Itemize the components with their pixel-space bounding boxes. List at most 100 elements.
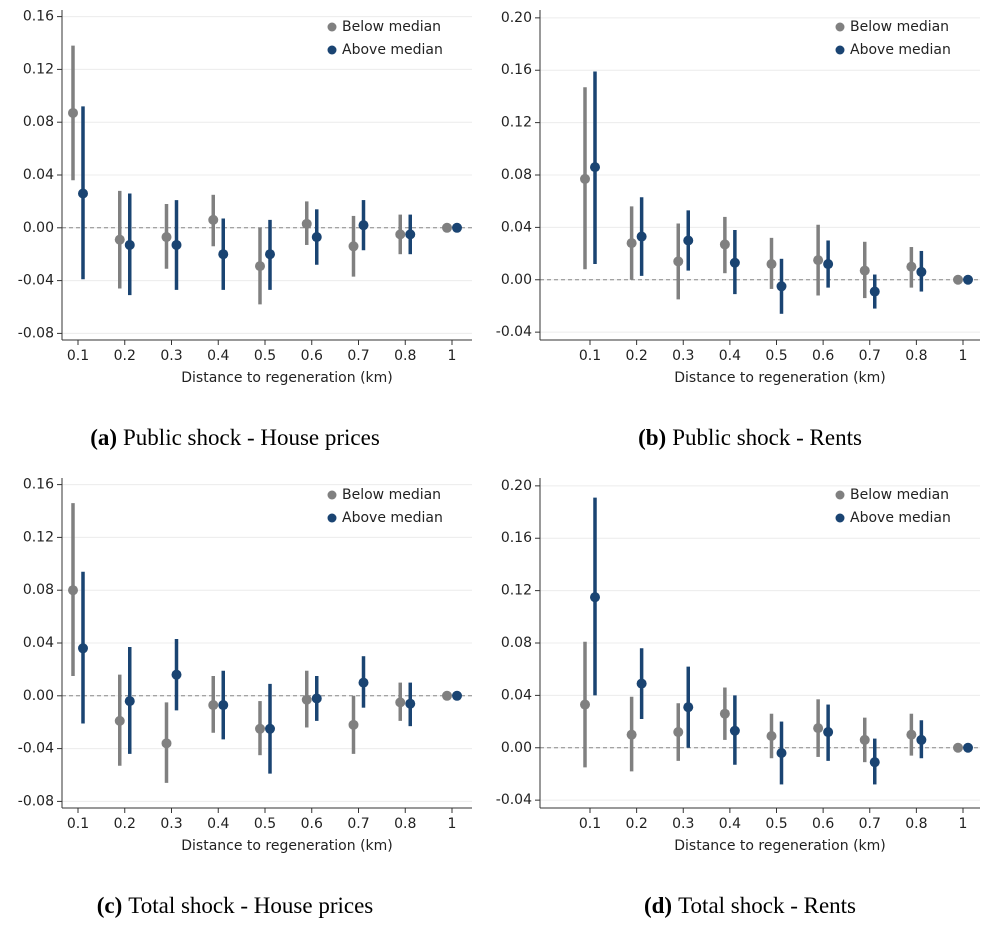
x-tick-label: 0.3 (672, 816, 694, 832)
point (580, 173, 590, 184)
point (161, 232, 172, 243)
x-tick-label: 0.6 (301, 348, 323, 364)
y-tick-label: -0.04 (496, 324, 532, 340)
x-tick-label: 1 (448, 348, 457, 364)
point (442, 222, 452, 233)
y-tick-label: 0.16 (23, 477, 54, 493)
point (636, 231, 647, 242)
point (953, 274, 963, 285)
point (766, 730, 777, 741)
x-axis-title: Distance to regeneration (km) (674, 838, 886, 854)
point (358, 677, 369, 688)
point (859, 734, 870, 745)
y-tick-label: -0.04 (496, 792, 532, 808)
legend-label: Below median (850, 487, 949, 503)
y-tick-label: 0.00 (23, 688, 54, 704)
x-axis-title: Distance to regeneration (km) (181, 838, 393, 854)
y-tick-label: 0.12 (501, 583, 532, 599)
point (208, 700, 219, 711)
point (114, 715, 125, 726)
point (348, 719, 359, 730)
y-tick-label: 0.20 (501, 478, 532, 494)
point (171, 669, 182, 680)
x-tick-label: 0.7 (347, 816, 369, 832)
x-axis-title: Distance to regeneration (km) (674, 370, 886, 386)
point (358, 220, 369, 231)
point (776, 281, 787, 292)
legend-marker (835, 513, 845, 523)
x-tick-label: 1 (959, 816, 968, 832)
legend-marker (327, 513, 337, 523)
x-tick-label: 1 (448, 816, 457, 832)
point (311, 693, 322, 704)
point (626, 238, 637, 249)
point (442, 690, 452, 701)
caption: (d) Total shock - Rents (644, 893, 856, 918)
caption-label: (d) (644, 893, 672, 918)
point (683, 235, 694, 246)
point (590, 592, 600, 603)
x-tick-label: 0.3 (160, 348, 182, 364)
point (452, 222, 462, 233)
y-tick-label: 0.00 (23, 220, 54, 236)
caption-label: (a) (90, 425, 117, 450)
legend-label: Above median (850, 510, 951, 526)
x-tick-label: 0.4 (207, 348, 229, 364)
y-tick-label: 0.04 (23, 635, 54, 651)
y-tick-label: 0.08 (23, 582, 54, 598)
x-tick-label: 0.4 (719, 816, 741, 832)
point (452, 690, 462, 701)
x-tick-label: 0.2 (625, 348, 647, 364)
point (255, 261, 265, 272)
legend-label: Above median (850, 42, 951, 58)
x-tick-label: 0.1 (579, 348, 601, 364)
x-axis-title: Distance to regeneration (km) (181, 370, 393, 386)
point (673, 256, 684, 267)
legend-label: Above median (342, 510, 443, 526)
x-tick-label: 0.6 (301, 816, 323, 832)
legend-label: Below median (342, 19, 441, 35)
y-tick-label: 0.04 (501, 219, 532, 235)
x-tick-label: 0.1 (67, 348, 89, 364)
caption-text: Public shock - Rents (672, 425, 862, 450)
x-tick-label: 1 (959, 348, 968, 364)
point (963, 274, 973, 285)
caption: (c) Total shock - House prices (97, 893, 374, 918)
y-tick-label: 0.08 (23, 114, 54, 130)
point (395, 229, 406, 240)
point (776, 748, 787, 758)
point (255, 723, 265, 734)
caption-text: Total shock - Rents (678, 893, 856, 918)
x-tick-label: 0.4 (207, 816, 229, 832)
point (906, 261, 917, 272)
y-tick-label: 0.12 (23, 529, 54, 545)
point (590, 162, 600, 173)
point (729, 725, 740, 736)
x-tick-label: 0.8 (905, 816, 927, 832)
point (301, 218, 312, 229)
y-tick-label: -0.04 (18, 273, 54, 289)
point (683, 702, 694, 713)
point (265, 723, 275, 734)
x-tick-label: 0.5 (765, 348, 787, 364)
panel: 0.20 0.16 0.12 0.08 0.04 0.00 -0.04 0.1 0.2 0.3 0.… (496, 478, 980, 918)
point (265, 249, 275, 260)
caption: (b) Public shock - Rents (638, 425, 862, 450)
y-tick-label: -0.08 (18, 793, 54, 809)
legend-marker (327, 45, 337, 55)
y-tick-label: 0.12 (501, 115, 532, 131)
y-tick-label: 0.16 (501, 62, 532, 78)
point (719, 239, 730, 250)
point (218, 700, 229, 711)
x-tick-label: 0.7 (859, 816, 881, 832)
point (405, 698, 416, 709)
point (869, 286, 880, 297)
panel: 0.16 0.12 0.08 0.04 0.00 -0.04 -0.08 0.1 0.2 0.3 0… (18, 477, 472, 918)
caption-label: (c) (97, 893, 123, 918)
legend-marker (327, 22, 337, 32)
x-tick-label: 0.6 (812, 816, 834, 832)
point (208, 214, 219, 225)
point (124, 696, 135, 707)
x-tick-label: 0.3 (160, 816, 182, 832)
